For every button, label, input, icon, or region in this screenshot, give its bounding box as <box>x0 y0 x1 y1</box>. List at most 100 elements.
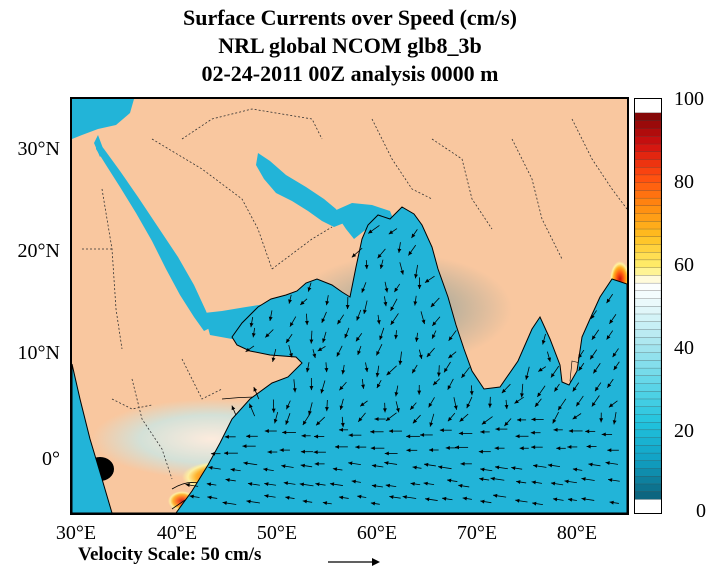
current-arrow-head <box>320 389 325 394</box>
current-arrow-head <box>466 403 471 409</box>
current-arrow-head <box>530 430 535 435</box>
current-arrow-head <box>394 392 399 397</box>
colorbar-band <box>635 120 661 129</box>
current-arrow-head <box>494 446 499 451</box>
border-line <box>181 108 323 140</box>
colorbar-label-40: 40 <box>674 337 694 359</box>
current-arrow-head <box>593 368 598 374</box>
current-arrow-head <box>590 314 595 319</box>
current-arrow-head <box>438 465 443 470</box>
current-arrow-head <box>420 432 425 437</box>
current-arrow-head <box>370 501 376 506</box>
current-arrow-head <box>322 338 326 343</box>
current-arrow-head <box>480 499 485 504</box>
colorbar-band <box>635 398 661 407</box>
colorbar-label-20: 20 <box>674 420 694 442</box>
current-arrow-head <box>370 429 375 434</box>
current-arrow-head <box>309 339 314 344</box>
current-arrow-head <box>480 467 485 472</box>
current-arrow-head <box>567 444 572 449</box>
current-arrow-head <box>301 433 306 438</box>
colorbar-band <box>635 189 661 199</box>
current-arrow-head <box>348 433 353 438</box>
current-arrow-head <box>601 432 606 437</box>
current-arrow-head <box>481 420 487 425</box>
current-arrow-head <box>461 373 466 378</box>
current-arrow-head <box>390 306 395 311</box>
colorbar-band <box>635 329 661 338</box>
current-arrow-head <box>556 446 561 451</box>
current-arrow-head <box>585 429 590 434</box>
red-sea <box>96 139 212 331</box>
current-arrow-head <box>360 402 365 407</box>
current-arrow-head <box>515 498 520 503</box>
current-arrow-head <box>325 300 330 306</box>
current-arrow-head <box>501 388 507 394</box>
current-arrow-head <box>414 337 419 342</box>
current-arrow-head <box>207 495 212 500</box>
current-arrow-head <box>344 333 349 339</box>
speed-colorbar <box>634 98 662 514</box>
current-arrow-head <box>364 367 369 373</box>
current-arrow-head <box>267 450 272 454</box>
current-arrow-head <box>379 335 383 340</box>
current-arrow-head <box>572 467 578 472</box>
current-arrow-head <box>411 233 416 238</box>
current-arrow-head <box>246 434 251 439</box>
current-arrow-head <box>361 384 365 389</box>
current-arrow-head <box>606 298 611 304</box>
current-arrow-head <box>271 408 276 413</box>
current-arrow-head <box>460 461 465 466</box>
current-arrow-head <box>576 401 581 407</box>
current-arrow-head <box>493 493 498 498</box>
current-arrow-head <box>308 410 312 416</box>
current-arrow-head <box>558 405 562 411</box>
current-arrow-head <box>336 352 341 357</box>
colorbar-band <box>635 383 661 392</box>
lon-label-60e: 60°E <box>356 522 398 544</box>
current-arrow-head <box>285 420 290 425</box>
colorbar-band <box>635 344 661 353</box>
current-arrow-head <box>445 445 450 450</box>
current-arrow-head <box>480 429 485 434</box>
current-arrow-head <box>245 347 251 352</box>
current-arrow-head <box>368 229 373 234</box>
current-arrow-head <box>340 422 345 428</box>
current-arrow-head <box>281 464 286 469</box>
current-arrow-head <box>348 461 353 466</box>
current-arrow-head <box>432 334 436 339</box>
current-arrow-head <box>337 319 342 325</box>
current-arrow-head <box>568 428 573 433</box>
current-arrow-head <box>398 360 403 365</box>
current-arrow-head <box>383 301 388 307</box>
current-arrow-head <box>547 357 552 362</box>
border-line <box>131 378 173 480</box>
title-line-1: Surface Currents over Speed (cm/s) <box>182 5 518 30</box>
current-arrow-head <box>363 309 367 314</box>
current-arrow-head <box>599 418 604 423</box>
colorbar-band <box>635 414 661 423</box>
current-arrow-head <box>442 496 447 501</box>
current-arrow-head <box>462 496 467 501</box>
current-arrow-head <box>424 462 429 467</box>
current-arrow-head <box>454 445 459 450</box>
border-line <box>181 358 223 400</box>
current-arrow-head <box>608 403 614 408</box>
current-arrow-head <box>355 445 360 450</box>
current-arrow-head <box>243 461 248 466</box>
current-arrow-head <box>384 288 389 293</box>
current-arrow-head <box>406 434 411 439</box>
current-arrow-head <box>578 366 583 371</box>
lon-label-50e: 50°E <box>256 522 298 544</box>
current-arrow-head <box>531 417 536 422</box>
current-arrow-head <box>533 464 538 468</box>
current-arrow-head <box>317 347 323 352</box>
current-arrow-head <box>458 431 463 436</box>
current-arrow-head <box>339 385 344 391</box>
current-arrow-head <box>385 483 391 488</box>
current-arrow-head <box>286 338 290 344</box>
current-arrow-head <box>410 405 415 410</box>
colorbar-band <box>635 143 661 152</box>
current-arrow-head <box>247 482 253 486</box>
current-arrow-head <box>504 421 509 427</box>
